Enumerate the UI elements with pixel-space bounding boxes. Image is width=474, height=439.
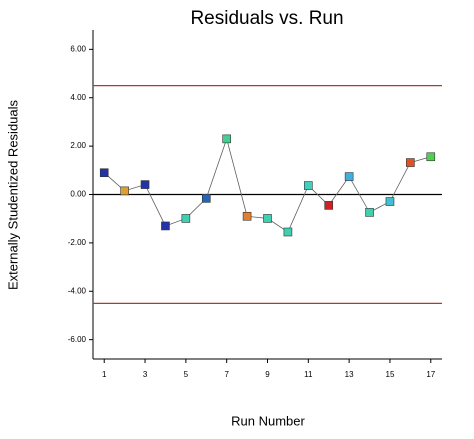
x-tick-label: 15	[386, 370, 395, 379]
y-tick-label: 4.00	[70, 93, 86, 102]
data-point	[161, 221, 170, 231]
data-point	[344, 172, 354, 181]
y-tick-label: -2.00	[68, 238, 87, 247]
data-point	[385, 197, 395, 206]
y-tick-label: -6.00	[68, 335, 87, 344]
x-tick-label: 3	[143, 370, 148, 379]
y-tick-label: 6.00	[70, 44, 86, 53]
data-point	[242, 211, 252, 221]
x-tick-label: 5	[184, 370, 189, 379]
data-point	[406, 158, 415, 167]
data-point	[304, 181, 313, 190]
chart-title: Residuals vs. Run	[190, 8, 343, 29]
data-point	[120, 186, 129, 196]
data-point	[201, 194, 211, 203]
data-point	[283, 227, 293, 237]
data-point	[263, 214, 272, 223]
x-tick-label: 17	[426, 370, 435, 379]
y-axis-label: Externally Studentized Residuals	[5, 99, 20, 290]
data-point	[181, 214, 191, 223]
data-point	[426, 152, 436, 162]
x-tick-label: 11	[304, 370, 313, 379]
y-tick-label: 0.00	[70, 190, 86, 199]
y-tick-label: 2.00	[70, 141, 86, 150]
data-point	[99, 168, 109, 178]
x-tick-label: 9	[265, 370, 270, 379]
x-tick-label: 7	[224, 370, 229, 379]
x-tick-label: 1	[102, 370, 107, 379]
x-axis-label: Run Number	[231, 413, 305, 428]
x-tick-label: 13	[345, 370, 354, 379]
y-tick-label: -4.00	[68, 286, 87, 295]
data-point	[365, 208, 374, 217]
data-point	[140, 180, 150, 189]
data-point	[324, 201, 334, 210]
data-point	[222, 134, 231, 144]
